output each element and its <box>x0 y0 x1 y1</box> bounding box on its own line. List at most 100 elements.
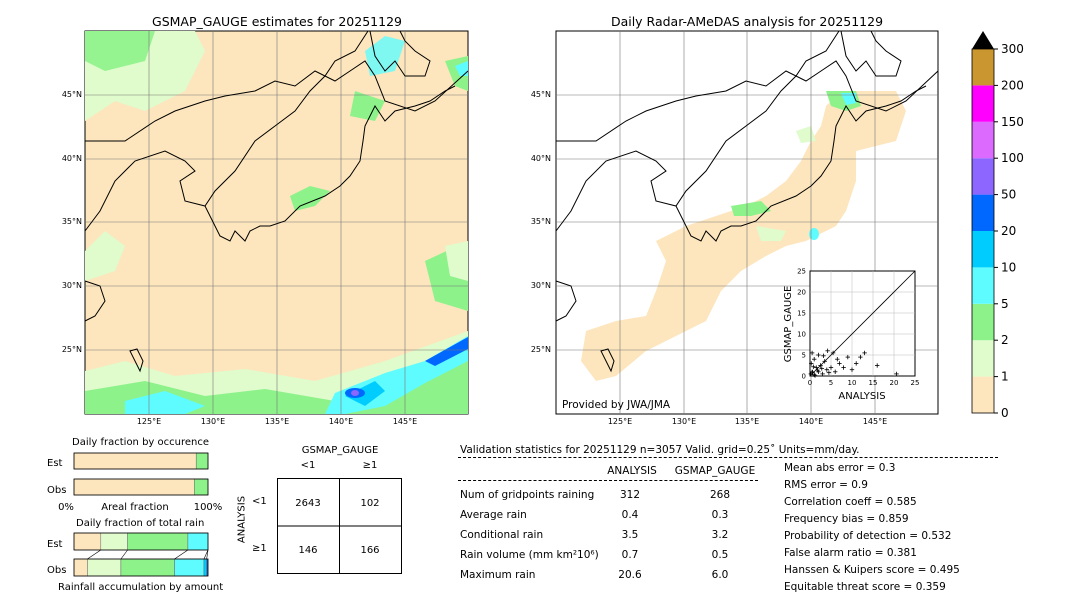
amount-bar-segment <box>203 558 207 577</box>
scatter-point <box>862 350 867 356</box>
score-line: Mean abs error = 0.3 <box>784 462 896 474</box>
left-rain-fields <box>85 31 468 414</box>
colorbar-bin <box>972 85 994 122</box>
colorbar-label: 50 <box>1001 188 1016 202</box>
scatter-point <box>815 367 820 373</box>
right-lon-label: 130°E <box>672 417 696 426</box>
left-lon-label: 140°E <box>329 417 353 426</box>
scatter-ytick-label: 25 <box>797 268 806 276</box>
scatter-point <box>825 348 830 353</box>
validation-gsmap-value: 3.2 <box>711 529 729 541</box>
amount-connector <box>120 549 128 560</box>
colorbar-bin <box>972 303 994 341</box>
validation-col-analysis: ANALYSIS <box>607 465 657 477</box>
validation-gsmap-value: 6.0 <box>711 569 729 581</box>
amount-title: Daily fraction of total rain <box>76 518 205 529</box>
scatter-point <box>809 350 815 356</box>
scatter-chart: 00 5 5 10 10 15 15 20 20 25 25 ANALYSIS GSMAP_GAUG… <box>783 268 919 403</box>
scatter-xlabel: ANALYSIS <box>838 391 885 402</box>
scatter-point <box>837 361 842 366</box>
scatter-point <box>824 367 829 372</box>
left-lat-label: 35°N <box>62 217 82 226</box>
scatter-ytick-label: 0 <box>802 373 806 381</box>
scatter-point <box>849 367 855 372</box>
scatter-xtick-label: 15 <box>869 379 878 387</box>
occurrence-title: Daily fraction by occurence <box>72 437 210 448</box>
scatter-point <box>818 363 823 368</box>
colorbar-label: 100 <box>1001 151 1024 165</box>
validation-analysis-value: 20.6 <box>618 569 642 581</box>
scatter-point <box>812 372 817 377</box>
right-coastlines <box>555 30 939 373</box>
scatter-point <box>854 361 859 366</box>
scatter-ytick-label: 5 <box>802 352 806 360</box>
contingency-table: 2643 102 146 166 <box>277 478 402 574</box>
occurrence-xmax: 100% <box>194 502 223 513</box>
scatter-point <box>819 366 824 371</box>
scatter-point <box>875 363 880 368</box>
right-map-title: Daily Radar-AMeDAS analysis for 20251129 <box>610 14 884 29</box>
amount-bar-segment <box>87 558 122 577</box>
left-lat-labels: 45°N 40°N 35°N 30°N 25°N <box>62 90 82 354</box>
left-lat-label: 30°N <box>62 281 82 290</box>
validation-gsmap-value: 268 <box>709 489 731 501</box>
validation-row-label: Num of gridpoints raining <box>460 489 595 501</box>
amount-bar-segment <box>120 558 175 577</box>
colorbar-bin <box>972 340 994 377</box>
amount-connector <box>206 549 209 560</box>
scatter-point <box>841 365 846 370</box>
occurrence-bar-segment <box>73 478 195 496</box>
scatter-point <box>830 350 836 356</box>
amount-bar-segment <box>174 558 205 577</box>
right-lon-label: 145°E <box>863 417 887 426</box>
left-map: 45°N 40°N 35°N 30°N 25°N 125°E 130°E 135… <box>62 30 469 426</box>
right-lon-label: 135°E <box>735 417 759 426</box>
scatter-point <box>835 357 840 362</box>
amount-bar-frame <box>73 558 209 577</box>
contingency-cell: 102 <box>360 498 379 509</box>
validation-analysis-value: 0.4 <box>621 509 639 521</box>
occurrence-row-label: Obs <box>47 485 66 496</box>
colorbar-label: 300 <box>1001 42 1024 56</box>
colorbar-bin <box>972 49 994 86</box>
colorbar-bin <box>972 194 994 231</box>
scatter-point <box>826 370 832 375</box>
validation-analysis-value: 312 <box>619 489 641 501</box>
scatter-point <box>812 357 817 362</box>
scatter-point <box>809 369 815 374</box>
amount-bar-segment <box>187 532 209 551</box>
right-lon-labels: 125°E 130°E 135°E 140°E 145°E <box>608 417 887 426</box>
scatter-xtick-label: 5 <box>829 379 833 387</box>
colorbar-label: 0 <box>1001 406 1009 420</box>
occurrence-row-label: Est <box>47 458 63 469</box>
colorbar-bin <box>972 158 994 195</box>
right-lon-label: 125°E <box>608 417 632 426</box>
scatter-point <box>811 364 816 369</box>
score-line: Correlation coeff = 0.585 <box>784 496 917 508</box>
contingency-row-label: <1 <box>252 496 267 507</box>
left-lon-label: 130°E <box>201 417 225 426</box>
left-lon-label: 145°E <box>393 417 417 426</box>
scatter-ytick-label: 10 <box>797 331 806 339</box>
validation-gsmap-value: 0.5 <box>711 549 729 561</box>
scatter-xtick-label: 10 <box>848 379 857 387</box>
scatter-xtick-label: 20 <box>890 379 899 387</box>
scatter-point <box>820 371 825 377</box>
contingency-row-title: ANALYSIS <box>236 495 248 544</box>
validation-row-label: Maximum rain <box>460 569 536 581</box>
contingency-cell: 166 <box>360 545 379 556</box>
occurrence-bar-frame <box>73 478 209 496</box>
occurrence-bar-segment <box>195 452 209 470</box>
colorbar-label: 20 <box>1001 224 1016 238</box>
scatter-point <box>822 359 827 364</box>
score-line: Frequency bias = 0.859 <box>784 513 909 525</box>
validation-header: Validation statistics for 20251129 n=305… <box>460 444 860 456</box>
validation-row-label: Average rain <box>460 509 527 521</box>
scatter-point <box>845 354 850 360</box>
validation-col-gsmap: GSMAP_GAUGE <box>674 465 756 477</box>
scatter-point <box>812 373 818 378</box>
colorbar-bin <box>972 121 994 159</box>
validation-row-label: Rain volume (mm km²10⁶) <box>460 549 599 561</box>
amount-chart: Est Obs Rainfall accumulation by amount <box>47 532 223 593</box>
scatter-ytick-label: 15 <box>797 310 806 318</box>
